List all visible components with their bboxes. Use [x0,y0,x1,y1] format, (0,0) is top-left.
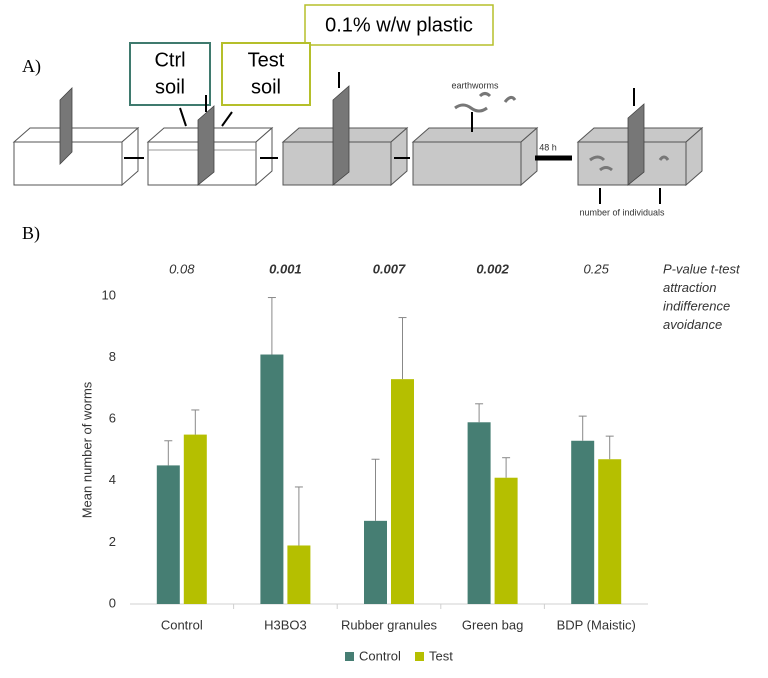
panel-label: A) [22,56,41,77]
bar [287,545,311,604]
p-legend-entry: attraction [663,280,716,295]
x-tick-label: Rubber granules [341,617,438,632]
diagram [12,72,704,204]
legend-label: Control [359,648,401,663]
legend-swatch [415,652,424,661]
bar [260,354,284,604]
p-legend-entry: avoidance [663,317,722,332]
x-tick-label: BDP (Maistic) [557,617,636,632]
bar [571,440,595,604]
bar [156,465,180,604]
count-label: number of individuals [579,207,665,217]
bar [494,477,518,604]
test-box [221,42,311,106]
y-tick-label: 4 [109,472,116,487]
bar [598,459,622,604]
plastic-label: 0.1% w/w plastic [325,14,473,36]
bar [183,434,207,604]
p-legend-entry: P-value t-test [663,261,741,276]
x-tick-label: Control [161,617,203,632]
earthworms-label: earthworms [451,80,499,90]
y-tick-label: 10 [102,287,116,302]
test-label: Test [248,49,285,71]
p-value: 0.007 [373,261,406,276]
test-label: soil [251,76,281,98]
y-tick-label: 8 [109,349,116,364]
legend-swatch [345,652,354,661]
p-value: 0.002 [476,261,509,276]
y-tick-label: 2 [109,534,116,549]
y-tick-label: 0 [109,595,116,610]
bar [364,520,387,604]
p-value: 0.08 [169,261,195,276]
bar [467,422,491,604]
panel-label: B) [22,223,40,244]
x-tick-label: H3BO3 [264,617,307,632]
legend-label: Test [429,648,453,663]
x-tick-label: Green bag [462,617,523,632]
plastic-box [304,4,494,46]
ctrl-label: soil [155,76,185,98]
y-axis-label: Mean number of worms [79,381,94,518]
duration-label: 48 h [539,142,557,152]
p-value: 0.25 [584,261,610,276]
bar [391,379,414,604]
ctrl-label: Ctrl [154,49,185,71]
p-value: 0.001 [269,261,302,276]
p-legend-entry: indifference [663,298,730,313]
ctrl-box [129,42,211,106]
y-tick-label: 6 [109,411,116,426]
